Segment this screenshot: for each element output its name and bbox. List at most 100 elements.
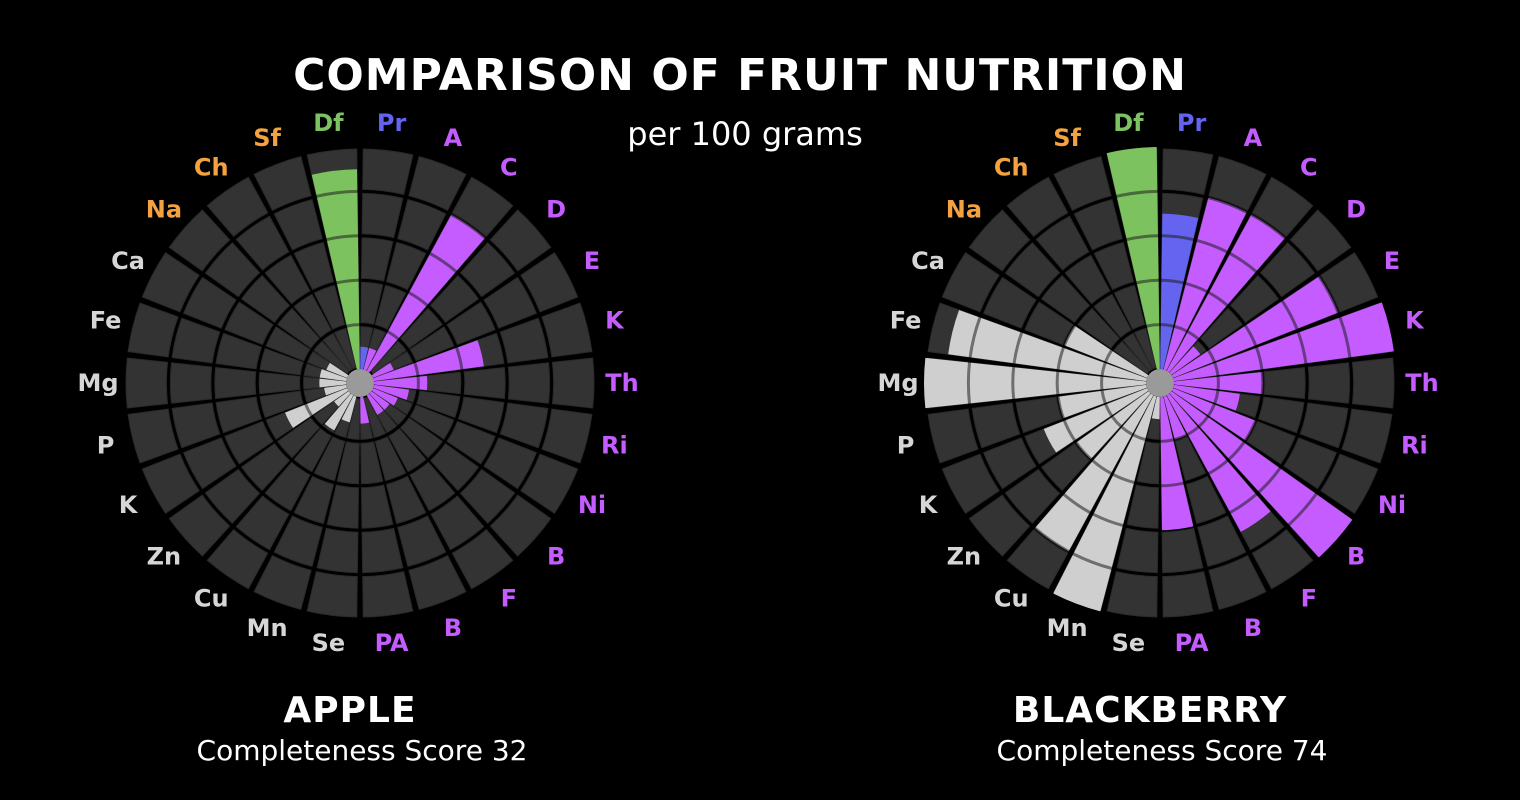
bar-fe: [319, 369, 347, 382]
empty-block: [397, 198, 447, 251]
category-label: C: [500, 153, 518, 181]
category-label: Ca: [111, 247, 145, 275]
category-label: Ri: [601, 432, 628, 460]
bar-mn: [341, 395, 357, 423]
empty-block: [507, 362, 551, 404]
empty-block: [1126, 484, 1160, 529]
bar-ring-separator: [346, 323, 360, 328]
empty-block: [206, 528, 269, 590]
empty-block: [235, 495, 290, 551]
empty-block: [1229, 274, 1280, 323]
empty-block: [313, 284, 346, 330]
bar-pa: [360, 396, 370, 424]
empty-block: [1106, 571, 1158, 618]
bar-e: [371, 362, 394, 378]
bar-pa: [1160, 396, 1194, 531]
category-label: Pr: [377, 109, 407, 137]
category-label: F: [1301, 585, 1317, 613]
empty-block: [253, 554, 312, 611]
empty-block: [1093, 241, 1135, 291]
bar-ri: [373, 384, 410, 400]
empty-block: [1006, 528, 1069, 590]
empty-block: [408, 554, 467, 611]
empty-block: [489, 494, 552, 557]
empty-block: [971, 402, 1021, 449]
bar-mg: [319, 378, 347, 388]
empty-block: [204, 242, 261, 298]
bar-ring-separator: [1063, 324, 1076, 346]
empty-block: [409, 404, 455, 440]
category-label: B: [547, 543, 565, 571]
empty-block: [451, 528, 514, 590]
category-label: B: [1244, 614, 1262, 642]
bar-ring-separator: [1111, 415, 1122, 428]
bar-pr: [360, 346, 369, 370]
empty-block: [361, 527, 404, 574]
bar-zn: [334, 391, 351, 407]
bar-ring-separator: [408, 291, 429, 307]
category-label: Cu: [994, 585, 1029, 613]
category-label: D: [1346, 195, 1366, 223]
empty-block: [1040, 443, 1091, 492]
category-label: Ca: [911, 247, 945, 275]
empty-block: [927, 408, 979, 464]
empty-block: [399, 307, 443, 349]
bar-ring-separator: [1207, 403, 1216, 417]
bar-ring-separator: [1055, 371, 1060, 395]
category-label: Mn: [247, 614, 288, 642]
empty-block: [409, 326, 455, 362]
empty-block: [968, 494, 1031, 557]
empty-block: [171, 402, 221, 449]
category-label: Mn: [1047, 614, 1088, 642]
bar-ring-separator: [1213, 390, 1220, 404]
empty-block: [141, 252, 200, 313]
bar-ring-separator: [1092, 512, 1124, 527]
bar-ring-separator: [1056, 347, 1065, 370]
empty-block: [313, 436, 346, 482]
bar-ring-separator: [336, 278, 359, 285]
category-label: D: [546, 195, 566, 223]
empty-block: [1283, 437, 1337, 490]
category-label: Na: [946, 195, 982, 223]
category-label: F: [501, 585, 517, 613]
empty-block: [224, 301, 274, 346]
category-label: B: [444, 614, 462, 642]
bar-cu: [324, 393, 354, 431]
bar-ring-separator: [1208, 196, 1248, 214]
empty-block: [362, 571, 414, 618]
bar-ring-separator: [1112, 473, 1135, 484]
bar-ring-separator: [1228, 441, 1245, 461]
bar-ring-separator: [1160, 438, 1174, 443]
bar-ring-separator: [1062, 493, 1091, 514]
category-label: A: [444, 124, 463, 152]
bar-se: [1151, 396, 1160, 420]
bar-ring-separator: [416, 376, 420, 390]
empty-block: [1320, 453, 1379, 514]
category-label: Cu: [194, 585, 229, 613]
empty-block: [483, 437, 537, 490]
bar-ring-separator: [1120, 426, 1133, 436]
empty-block: [409, 461, 456, 512]
empty-block: [1015, 396, 1063, 434]
empty-block: [141, 453, 200, 514]
bar-ring-separator: [1229, 493, 1258, 514]
empty-block: [1113, 284, 1146, 330]
empty-block: [1006, 176, 1069, 238]
category-label: E: [584, 247, 600, 275]
category-label: Df: [313, 109, 344, 137]
bar-ring-separator: [455, 347, 464, 370]
bar-ring-separator: [450, 213, 487, 239]
category-label: K: [605, 306, 625, 334]
empty-block: [446, 301, 496, 346]
bar-ring-separator: [1185, 282, 1208, 293]
empty-block: [1299, 402, 1349, 449]
empty-block: [183, 276, 237, 329]
bar-ring-separator: [1255, 347, 1264, 370]
category-label: Mg: [877, 369, 918, 397]
bar-ring-separator: [1104, 403, 1113, 417]
bar-ring-separator: [1196, 239, 1228, 254]
empty-block: [204, 468, 261, 524]
category-label: Sf: [1053, 124, 1081, 152]
category-label: B: [1347, 543, 1365, 571]
